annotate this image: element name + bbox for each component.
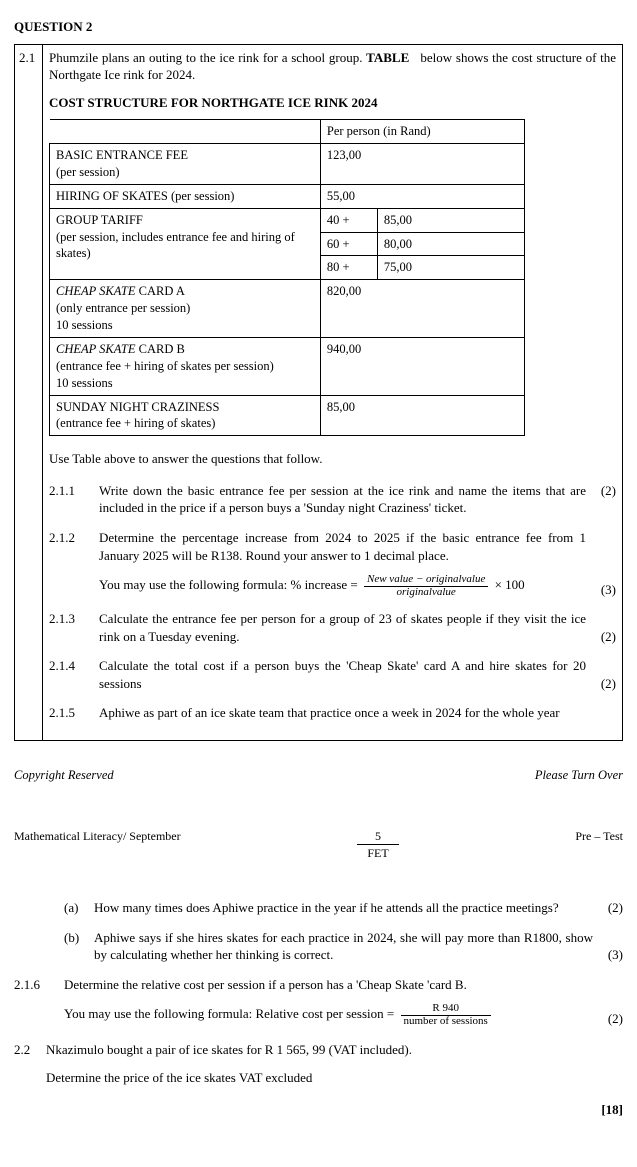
qnum: 2.1.4: [49, 657, 99, 692]
row-hiring: HIRING OF SKATES (per session): [50, 184, 321, 208]
val-carda: 820,00: [320, 280, 524, 338]
turn-over: Please Turn Over: [535, 767, 623, 784]
qnum: 2.1.6: [14, 976, 64, 1028]
fraction: New value − originalvalue originalvalue: [364, 574, 488, 598]
g1a: 40 +: [320, 208, 377, 232]
q-2-1-2: 2.1.2 Determine the percentage increase …: [49, 529, 616, 598]
q-2-1-4: 2.1.4 Calculate the total cost if a pers…: [49, 657, 616, 692]
qmarks: (2): [593, 1010, 623, 1028]
qmarks: [586, 704, 616, 722]
test-label: Pre – Test: [575, 828, 623, 844]
question-title: QUESTION 2: [14, 18, 623, 36]
qmarks: (2): [586, 675, 616, 693]
qtext: Determine the relative cost per session …: [64, 976, 593, 1028]
copyright: Copyright Reserved: [14, 767, 114, 784]
qnum: 2.1.2: [49, 529, 99, 598]
subject: Mathematical Literacy/ September: [14, 828, 181, 844]
val-hiring: 55,00: [320, 184, 524, 208]
qmarks: (2): [586, 482, 616, 517]
q-2-2: 2.2 Nkazimulo bought a pair of ice skate…: [14, 1041, 623, 1086]
qtext: Write down the basic entrance fee per se…: [99, 482, 586, 517]
qnum: 2.1.3: [49, 610, 99, 645]
g3a: 80 +: [320, 256, 377, 280]
qtext: Nkazimulo bought a pair of ice skates fo…: [46, 1041, 593, 1086]
val-cardb: 940,00: [320, 337, 524, 395]
intro-text: Phumzile plans an outing to the ice rink…: [49, 49, 616, 84]
page-footer: Copyright Reserved Please Turn Over: [14, 767, 623, 784]
g1b: 85,00: [377, 208, 524, 232]
qtext: Aphiwe as part of an ice skate team that…: [99, 704, 586, 722]
g2b: 80,00: [377, 232, 524, 256]
qtext: Calculate the entrance fee per person fo…: [99, 610, 586, 645]
q-2-1-6: 2.1.6 Determine the relative cost per se…: [14, 976, 623, 1028]
qmarks: (2): [586, 628, 616, 646]
sub-marks: (3): [593, 946, 623, 964]
formula-lead: You may use the following formula: % inc…: [99, 577, 358, 592]
sub-marks: (2): [593, 899, 623, 917]
q-2-1-5-b: (b) Aphiwe says if she hires skates for …: [14, 929, 623, 964]
page-number: 5 FET: [357, 828, 399, 861]
col-header: Per person (in Rand): [320, 120, 524, 144]
row-carda: CHEAP SKATE CARD A(only entrance per ses…: [50, 280, 321, 338]
formula-lead: You may use the following formula: Relat…: [64, 1006, 394, 1021]
sub-letter: (b): [64, 929, 94, 964]
q-2-1-5-a: (a) How many times does Aphiwe practice …: [14, 899, 623, 917]
qnum: 2.1.1: [49, 482, 99, 517]
q-2-1-1: 2.1.1 Write down the basic entrance fee …: [49, 482, 616, 517]
val-basic: 123,00: [320, 144, 524, 185]
cost-title: COST STRUCTURE FOR NORTHGATE ICE RINK 20…: [49, 94, 616, 112]
row-group: GROUP TARIFF(per session, includes entra…: [50, 208, 321, 280]
q-2-1-5: 2.1.5 Aphiwe as part of an ice skate tea…: [49, 704, 616, 722]
qnum: 2.1.5: [49, 704, 99, 722]
row-sunday: SUNDAY NIGHT CRAZINESS(entrance fee + hi…: [50, 395, 321, 436]
qmarks: (3): [586, 581, 616, 599]
qtext: Determine the percentage increase from 2…: [99, 529, 586, 598]
fraction: R 940 number of sessions: [401, 1003, 491, 1027]
row-cardb: CHEAP SKATE CARD B(entrance fee + hiring…: [50, 337, 321, 395]
g2a: 60 +: [320, 232, 377, 256]
sub-letter: (a): [64, 899, 94, 917]
row-basic: BASIC ENTRANCE FEE(per session): [50, 144, 321, 185]
qtext: Calculate the total cost if a person buy…: [99, 657, 586, 692]
instruction: Use Table above to answer the questions …: [49, 450, 616, 468]
q-number: 2.1: [15, 45, 43, 740]
q-2-1-3: 2.1.3 Calculate the entrance fee per per…: [49, 610, 616, 645]
question-box: 2.1 Phumzile plans an outing to the ice …: [14, 44, 623, 741]
sub-text: Aphiwe says if she hires skates for each…: [94, 929, 593, 964]
val-sunday: 85,00: [320, 395, 524, 436]
page-header: Mathematical Literacy/ September 5 FET P…: [14, 828, 623, 861]
formula-tail: × 100: [495, 577, 525, 592]
qnum: 2.2: [14, 1041, 46, 1086]
qmarks: [593, 1041, 623, 1086]
sub-text: How many times does Aphiwe practice in t…: [94, 899, 593, 917]
cost-table: Per person (in Rand) BASIC ENTRANCE FEE(…: [49, 119, 525, 436]
g3b: 75,00: [377, 256, 524, 280]
total-marks: [18]: [14, 1101, 623, 1119]
